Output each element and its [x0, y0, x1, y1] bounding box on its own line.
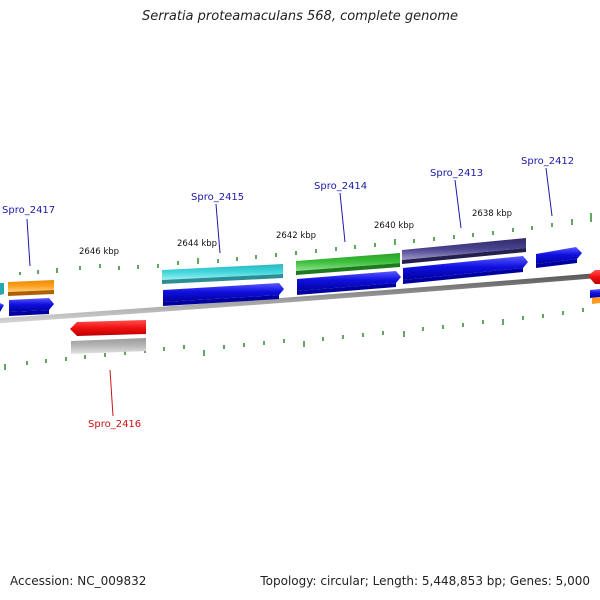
- feature-spro-2416-red[interactable]: [70, 320, 146, 336]
- feature-right-edge[interactable]: [588, 270, 600, 304]
- cds-arrow-spro-2414[interactable]: [297, 271, 401, 295]
- map-title: Serratia proteamaculans 568, complete ge…: [141, 9, 459, 24]
- kbp-label: 2638 kbp: [472, 209, 512, 219]
- kbp-label: 2640 kbp: [374, 221, 414, 231]
- cds-arrow-spro-2415[interactable]: [163, 283, 284, 306]
- gene-label: Spro_2416: [88, 419, 141, 430]
- cds-arrow-spro-2413[interactable]: [403, 256, 528, 284]
- feature-spro-2413-purple[interactable]: [402, 238, 526, 264]
- gene-label: Spro_2414: [314, 181, 367, 192]
- cds-arrow-spro-2412[interactable]: [536, 247, 582, 268]
- label-leaders: [26, 167, 553, 417]
- accession-text: Accession: NC_009832: [10, 574, 147, 588]
- cds-arrow-left-edge[interactable]: [0, 303, 4, 312]
- gene-label: Spro_2413: [430, 168, 483, 179]
- gene-label: Spro_2417: [2, 205, 55, 216]
- feature-left-edge-teal[interactable]: [0, 283, 4, 295]
- feature-spro-2416-gray[interactable]: [71, 338, 146, 354]
- gene-labels: Spro_2417 Spro_2415 Spro_2414 Spro_2413 …: [2, 156, 574, 430]
- feature-spro-2415-cyan[interactable]: [162, 264, 283, 284]
- kbp-labels: 2646 kbp 2644 kbp 2642 kbp 2640 kbp 2638…: [79, 209, 512, 257]
- cds-arrow-spro-2417[interactable]: [9, 298, 54, 316]
- outer-ticks: [19, 213, 592, 275]
- gene-label: Spro_2412: [521, 156, 574, 167]
- genome-backbone: [0, 272, 600, 324]
- kbp-label: 2642 kbp: [276, 231, 316, 241]
- kbp-label: 2646 kbp: [79, 247, 119, 257]
- kbp-label: 2644 kbp: [177, 239, 217, 249]
- feature-spro-2414-green[interactable]: [296, 253, 400, 275]
- inner-ticks: [4, 308, 584, 370]
- genome-summary-text: Topology: circular; Length: 5,448,853 bp…: [260, 574, 590, 588]
- feature-spro-2417-orange[interactable]: [8, 280, 54, 296]
- gene-label: Spro_2415: [191, 192, 244, 203]
